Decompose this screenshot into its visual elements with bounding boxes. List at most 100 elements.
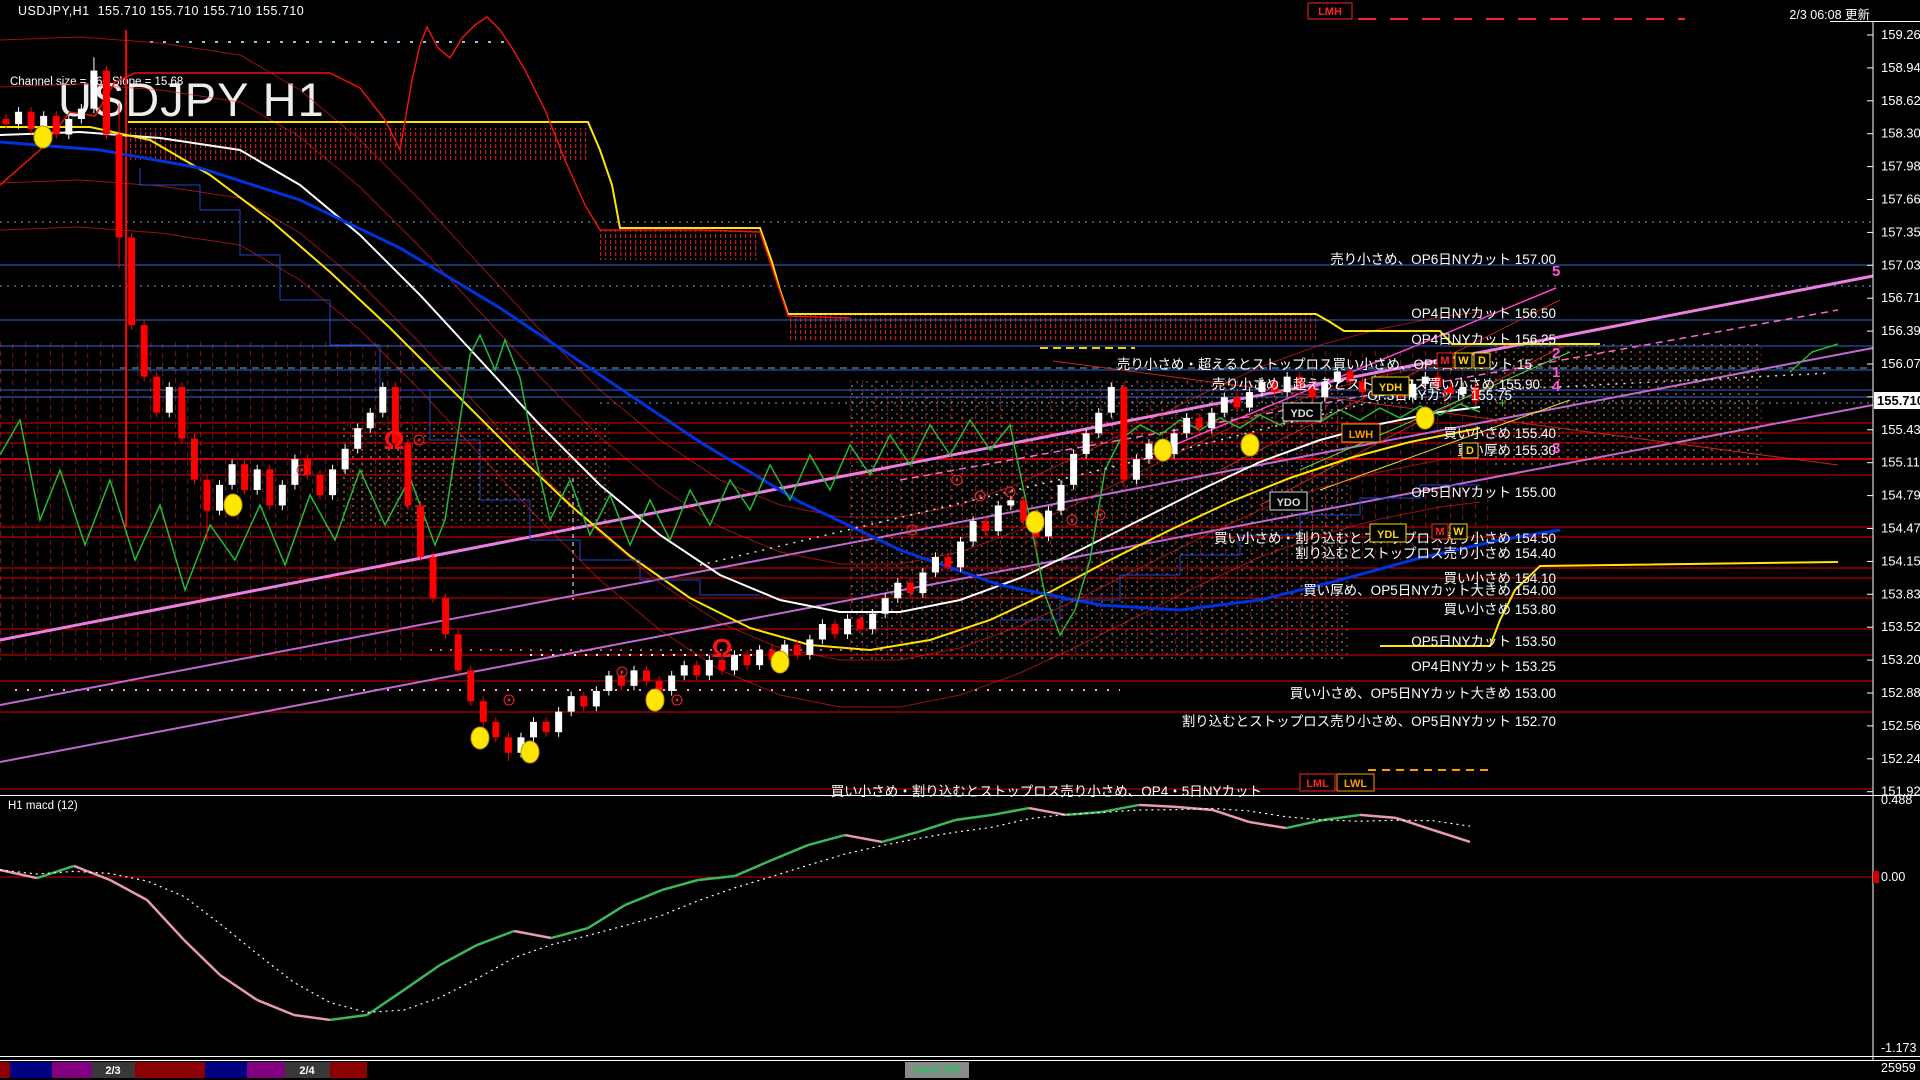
yellow-ma: [0, 126, 1481, 652]
tag-box: [1473, 352, 1491, 369]
candle: [77, 108, 85, 119]
candle: [467, 670, 475, 702]
price-axis-label: 157.985: [1881, 159, 1920, 174]
candle: [1271, 381, 1279, 393]
price-axis[interactable]: 159.265 158.945 158.625 158.305 157.985 157.6…: [1867, 21, 1920, 1075]
candle: [1459, 386, 1467, 395]
circle-dot-icon: [413, 434, 425, 446]
annotation-text: 買い小さめ 154.10: [1443, 571, 1556, 586]
candle: [1258, 381, 1266, 393]
candle: [1019, 500, 1027, 521]
candle: [931, 556, 939, 573]
candle: [128, 237, 136, 326]
svg-text:D: D: [1466, 445, 1474, 457]
omega-marker-icon: [1415, 406, 1435, 430]
omega-red-icon: Ω: [384, 425, 405, 455]
svg-text:LWL: LWL: [1344, 778, 1367, 790]
macd-axis-label: 0.00: [1881, 870, 1905, 884]
candle: [1044, 510, 1052, 537]
timeline-bar[interactable]: 2/3 2/4: [0, 1062, 367, 1078]
candles: [2, 57, 1480, 762]
candle: [27, 111, 35, 130]
candle: [1358, 381, 1366, 393]
candle: [65, 118, 73, 135]
annotation-text: OP4日NYカット 156.25: [1411, 332, 1556, 347]
candle: [982, 520, 990, 532]
svg-text:YDO: YDO: [1277, 497, 1301, 509]
candle: [617, 675, 625, 686]
omega-marker-icon: [1025, 510, 1045, 534]
tag-box: [1282, 402, 1322, 422]
candle: [1170, 433, 1178, 454]
candle: [768, 649, 776, 661]
omega-marker-icon: [470, 726, 490, 750]
svg-text:LWH: LWH: [1349, 429, 1373, 441]
candle: [919, 572, 927, 594]
macd-indicator-label: H1 macd (12): [8, 800, 78, 812]
tag-box: [1341, 423, 1381, 443]
candle: [454, 634, 462, 671]
tag-box: [1436, 352, 1454, 369]
candle: [1082, 433, 1090, 454]
price-axis-label: 152.560: [1881, 718, 1920, 733]
price-axis-label: 154.155: [1881, 553, 1920, 568]
price-axis-label: 153.835: [1881, 586, 1920, 601]
signal-markers: Ω Ω ↑ +: [33, 125, 1507, 764]
macd-on-button[interactable]: macd ON: [905, 1062, 969, 1078]
price-axis-label: 156.710: [1881, 290, 1920, 305]
macd-axis-label: 0.488: [1881, 793, 1912, 807]
annotation-text: 買い小さめ、OP5日NYカット大きめ 153.00: [1290, 686, 1556, 701]
candle: [442, 598, 450, 635]
candle: [906, 582, 914, 594]
candle: [354, 428, 362, 449]
price-axis-label: 158.305: [1881, 126, 1920, 141]
candle: [1120, 386, 1128, 480]
omega-marker-icon: [1153, 438, 1173, 462]
candle: [844, 618, 852, 635]
yellow-right-step: [1380, 561, 1839, 647]
candle: [153, 376, 161, 413]
candle: [944, 556, 952, 568]
candle: [316, 474, 324, 496]
price-axis-label: 153.520: [1881, 619, 1920, 634]
annotation-text: 買い小さめ 153.80: [1443, 602, 1556, 617]
indicator-lines: [0, 16, 1839, 708]
candle: [504, 737, 512, 753]
candle: [404, 443, 412, 506]
annotation-text: 売り小さめ、OP6日NYカット 157.00: [1330, 252, 1556, 267]
annotation-text: OP4日NYカット 153.25: [1411, 659, 1556, 674]
tag-box: [1269, 491, 1308, 511]
annotation-text: 割り込むとストップロス売り小さめ、OP5日NYカット 152.70: [1182, 713, 1556, 729]
tag-box: [1299, 773, 1336, 792]
price-axis-label: 155.435: [1881, 422, 1920, 437]
candle: [1296, 376, 1304, 387]
candle: [165, 386, 173, 413]
tag-box: [1336, 773, 1375, 792]
price-axis-label: 153.200: [1881, 652, 1920, 667]
timeline-date-label: 2/3: [105, 1065, 120, 1077]
omega-marker-icon: [770, 650, 790, 674]
timeline-date-label: 2/4: [299, 1065, 315, 1077]
candle: [102, 70, 110, 135]
candle: [1245, 392, 1253, 408]
svg-text:W: W: [1453, 526, 1464, 538]
omega-marker-icon: [520, 740, 540, 764]
candle: [580, 696, 588, 707]
price-axis-label: 154.475: [1881, 521, 1920, 536]
circle-dot-icon: [296, 464, 308, 476]
annotation-text: 買い小さめ 155.40: [1443, 426, 1556, 441]
channel-number: 3: [1552, 440, 1560, 457]
circle-dot-icon: [671, 694, 683, 706]
trend-channel-lines: [0, 30, 1874, 763]
macd-panel: [0, 803, 1873, 1022]
candle: [831, 623, 839, 635]
candle: [655, 680, 663, 691]
annotation-text: 買い厚め 155.30: [1457, 443, 1556, 458]
candle: [266, 469, 274, 506]
candle: [90, 70, 98, 109]
svg-text:D: D: [1478, 355, 1486, 367]
omega-marker-icon: [223, 493, 243, 517]
candle: [416, 505, 424, 557]
